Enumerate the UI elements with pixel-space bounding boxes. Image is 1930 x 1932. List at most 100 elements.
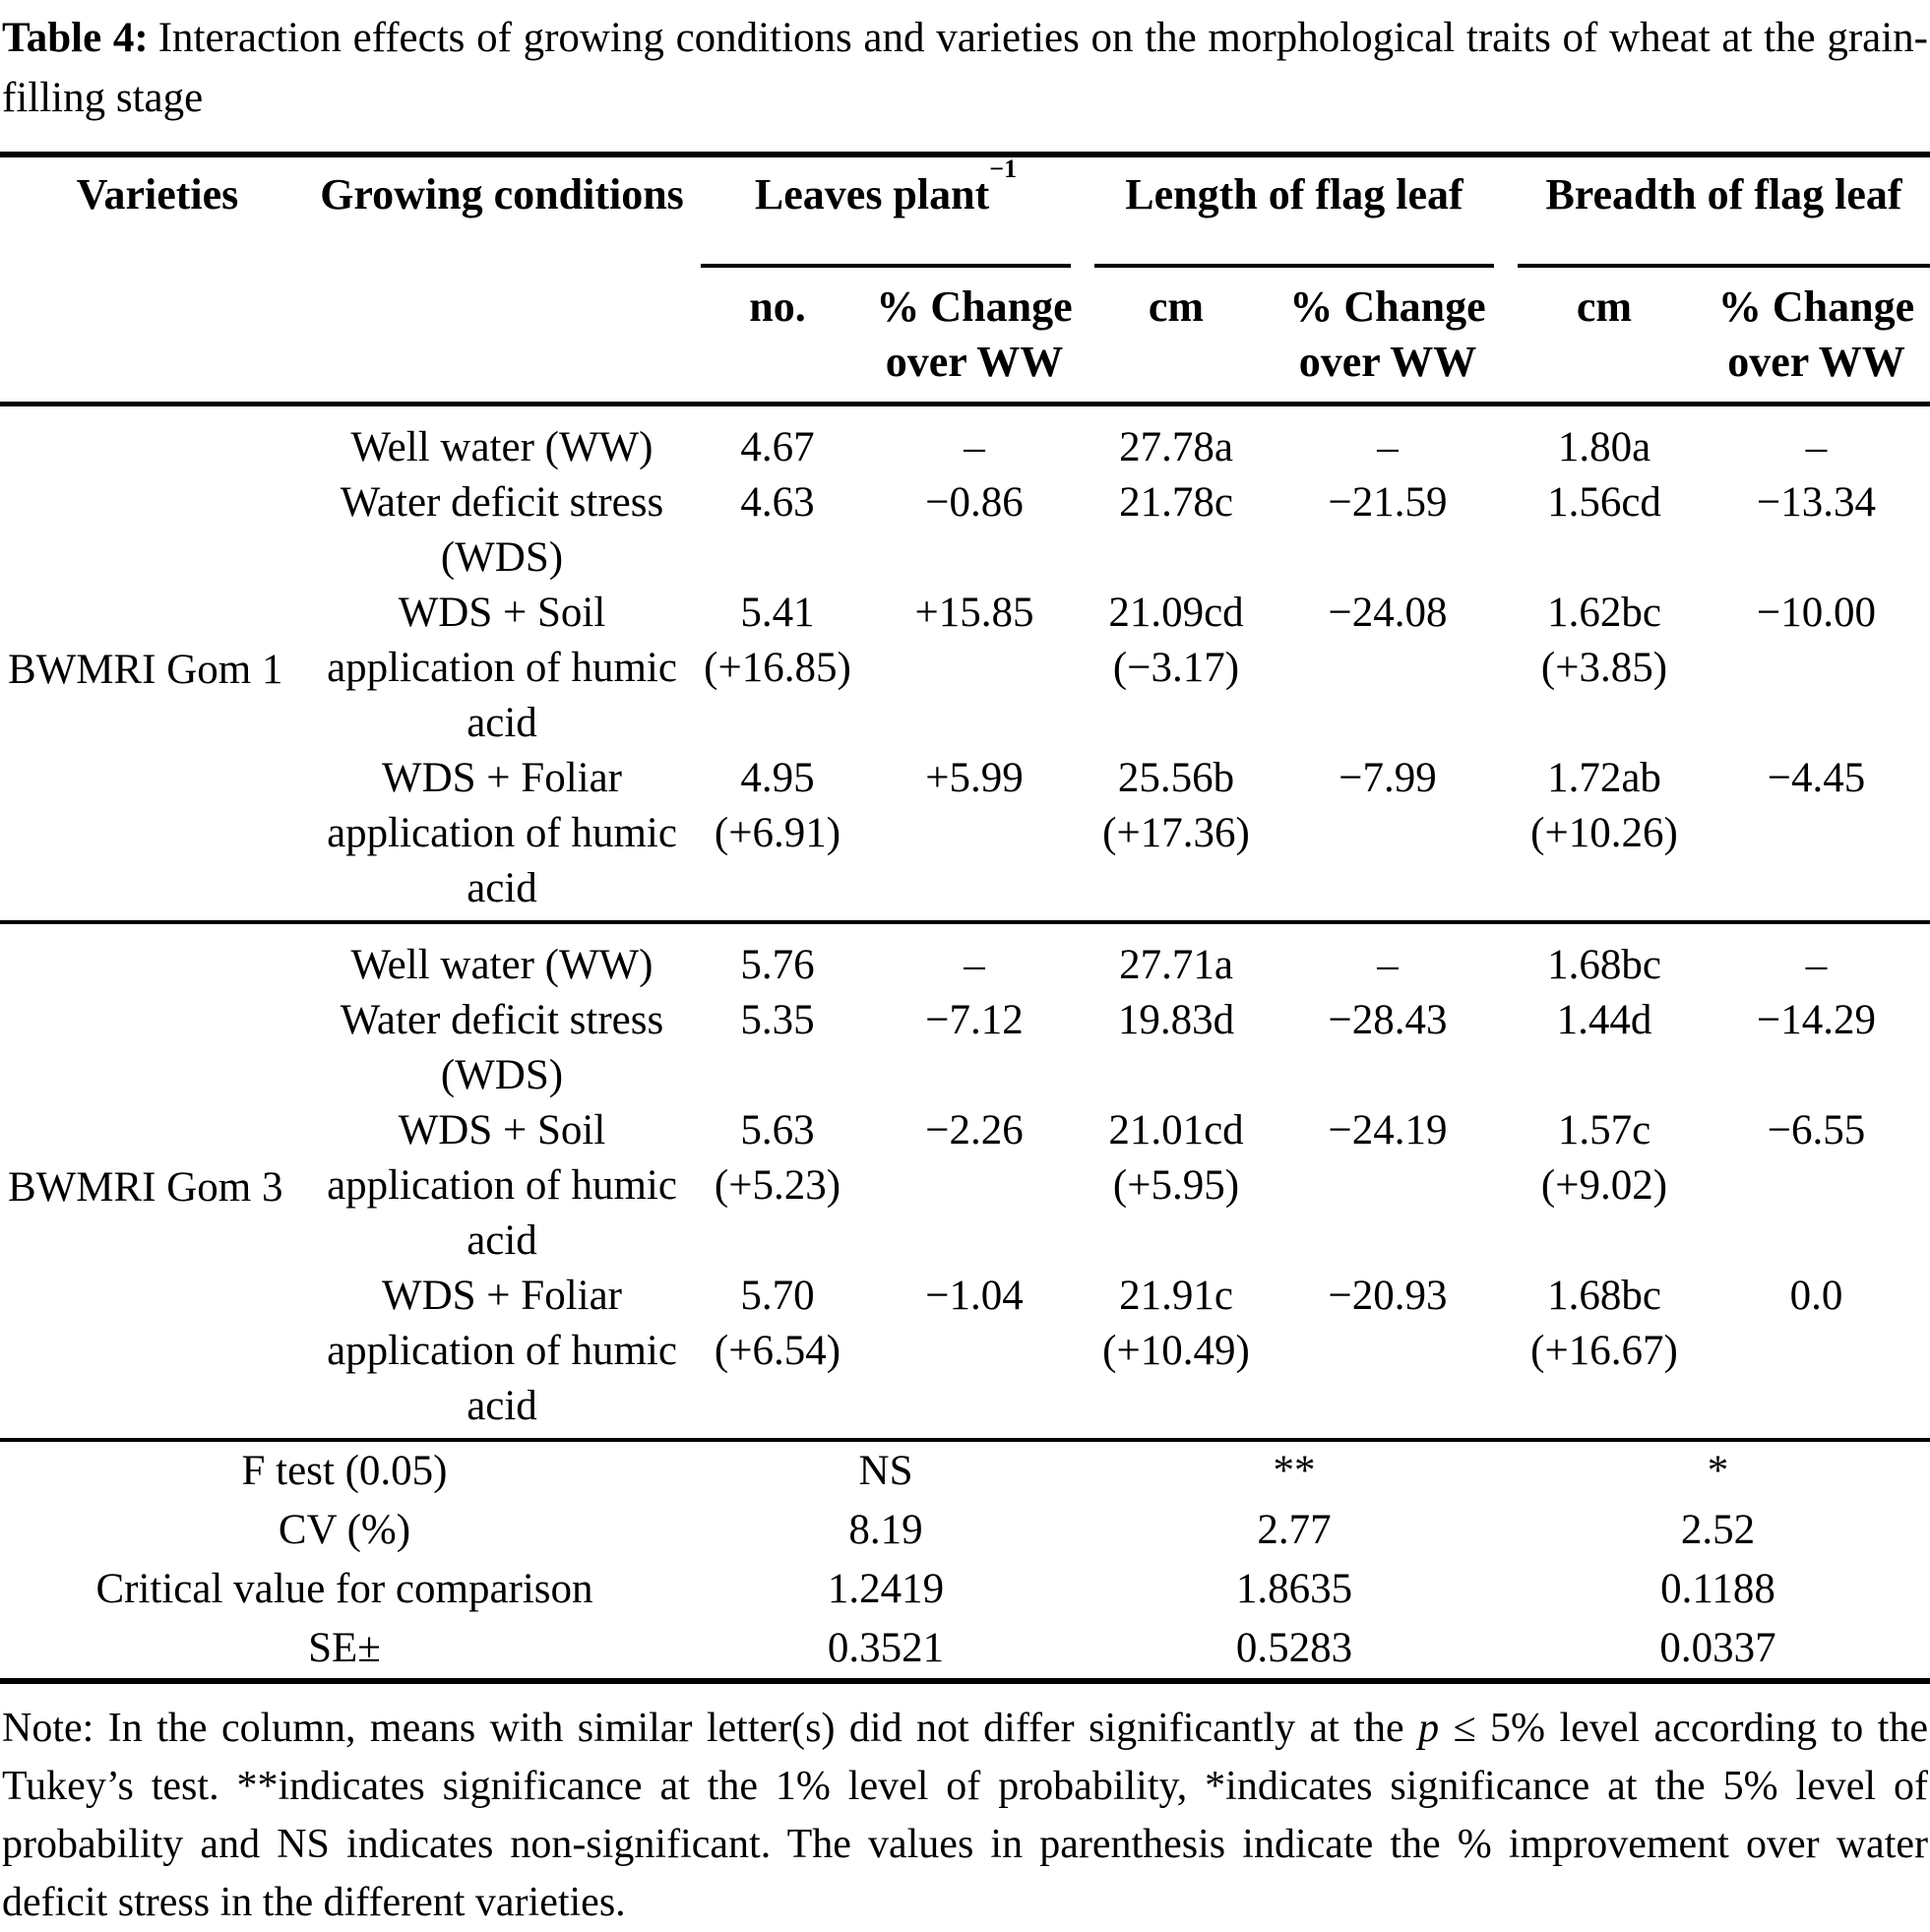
- value-cell: −21.59: [1328, 479, 1448, 526]
- condition-cell: WDS + Soil application of humic acid: [327, 1107, 677, 1264]
- results-table: Varieties Growing conditions Leaves plan…: [0, 152, 1930, 1684]
- table-note: Note: In the column, means with similar …: [0, 1700, 1930, 1932]
- group-label: Breadth of flag leaf: [1545, 170, 1902, 218]
- value-cell: −1.04: [925, 1273, 1024, 1319]
- value-cell: 19.83d: [1117, 997, 1235, 1043]
- value-cell: −28.43: [1328, 997, 1448, 1043]
- condition-cell: Water deficit stress (WDS): [340, 997, 664, 1098]
- value-cell: 4.63: [740, 479, 815, 526]
- variety-cell: BWMRI Gom 3: [8, 1164, 283, 1211]
- note-text-prefix: Note: In the column, means with similar …: [2, 1706, 1419, 1751]
- value-cell: 1.44d: [1556, 997, 1652, 1043]
- header-subcol-row: no. % Change over WW cm % Change over WW…: [0, 268, 1930, 405]
- table-statistics-footer: F test (0.05) NS ** * CV (%) 8.19 2.77 2…: [0, 1440, 1930, 1681]
- value-cell: 1.56cd: [1547, 479, 1661, 526]
- footer-label: CV (%): [278, 1507, 411, 1553]
- value-cell: −10.00: [1757, 590, 1877, 636]
- group-label: Leaves plant: [754, 170, 990, 218]
- value-cell: –: [964, 942, 985, 988]
- table-caption-text: Interaction effects of growing condition…: [2, 15, 1928, 121]
- table-header: Varieties Growing conditions Leaves plan…: [0, 155, 1930, 405]
- value-cell: –: [1805, 942, 1828, 988]
- value-cell: 21.91c (+10.49): [1102, 1273, 1250, 1374]
- condition-cell: WDS + Soil application of humic acid: [327, 590, 677, 746]
- value-cell: –: [1377, 424, 1399, 470]
- table-caption: Table 4: Interaction effects of growing c…: [0, 0, 1930, 128]
- value-cell: −24.08: [1328, 590, 1448, 636]
- value-cell: 1.68bc: [1547, 942, 1661, 988]
- value-cell: −0.86: [925, 479, 1024, 526]
- value-cell: 4.67: [740, 424, 815, 470]
- value-cell: −6.55: [1767, 1107, 1866, 1153]
- table-caption-label: Table 4:: [2, 15, 149, 61]
- note-text-suffix: ≤ 5% level according to the Tukey’s test…: [2, 1706, 1928, 1925]
- table-row: WDS + Soil application of humic acid 5.6…: [0, 1103, 1930, 1269]
- col-group-breadth-flag-leaf-label: Breadth of flag leaf: [1518, 157, 1930, 268]
- footer-label: Critical value for comparison: [95, 1566, 593, 1612]
- value-cell: +5.99: [925, 755, 1024, 801]
- value-cell: 0.0: [1789, 1273, 1843, 1319]
- footer-row-critical-value: Critical value for comparison 1.2419 1.8…: [0, 1560, 1930, 1619]
- value-cell: 1.57c (+9.02): [1540, 1107, 1668, 1209]
- value-cell: −7.99: [1339, 755, 1437, 801]
- value-cell: 5.35: [740, 997, 815, 1043]
- condition-cell: WDS + Foliar application of humic acid: [327, 755, 677, 911]
- footer-value: 1.2419: [827, 1566, 945, 1612]
- footer-value: 0.0337: [1659, 1625, 1776, 1671]
- table-row: BWMRI Gom 3 Well water (WW) 5.76 – 27.71…: [0, 922, 1930, 1211]
- footer-value: *: [1707, 1448, 1729, 1494]
- value-cell: −20.93: [1328, 1273, 1448, 1319]
- value-cell: 27.78a: [1119, 424, 1233, 470]
- subcol-change-breadth: % Change over WW: [1717, 282, 1915, 386]
- value-cell: 21.01cd (+5.95): [1108, 1107, 1244, 1209]
- value-cell: 5.70 (+6.54): [714, 1273, 841, 1374]
- footer-row-se: SE± 0.3521 0.5283 0.0337: [0, 1619, 1930, 1681]
- col-header-varieties: Varieties: [76, 170, 239, 218]
- value-cell: 1.62bc (+3.85): [1540, 590, 1668, 691]
- value-cell: 1.68bc (+16.67): [1530, 1273, 1678, 1374]
- value-cell: 25.56b (+17.36): [1102, 755, 1250, 856]
- block-bwmri-gom-3: BWMRI Gom 3 Well water (WW) 5.76 – 27.71…: [0, 922, 1930, 1440]
- value-cell: −2.26: [925, 1107, 1024, 1153]
- footer-value: **: [1273, 1448, 1316, 1494]
- value-cell: 21.09cd (−3.17): [1108, 590, 1244, 691]
- table-row: WDS + Soil application of humic acid 5.4…: [0, 586, 1930, 751]
- footer-value: 1.8635: [1235, 1566, 1353, 1612]
- group-label: Length of flag leaf: [1125, 170, 1463, 218]
- value-cell: –: [1377, 942, 1399, 988]
- value-cell: −24.19: [1328, 1107, 1448, 1153]
- table-row: Water deficit stress (WDS) 5.35 −7.12 19…: [0, 993, 1930, 1103]
- note-italic-p: p: [1418, 1706, 1440, 1751]
- subcol-cm-breadth: cm: [1576, 282, 1633, 331]
- footer-value: NS: [858, 1448, 913, 1494]
- footer-label: SE±: [308, 1625, 381, 1671]
- variety-cell: BWMRI Gom 1: [8, 647, 283, 693]
- table-row: WDS + Foliar application of humic acid 5…: [0, 1269, 1930, 1440]
- value-cell: 5.41 (+16.85): [704, 590, 851, 691]
- footer-row-cv: CV (%) 8.19 2.77 2.52: [0, 1501, 1930, 1560]
- value-cell: 4.95 (+6.91): [714, 755, 841, 856]
- value-cell: −4.45: [1767, 755, 1866, 801]
- subcol-change-leaves: % Change over WW: [876, 282, 1073, 386]
- value-cell: 1.72ab (+10.26): [1530, 755, 1678, 856]
- condition-cell: Well water (WW): [350, 942, 654, 988]
- col-group-leaves-plant: Leaves plant −1: [689, 155, 1083, 268]
- footer-label: F test (0.05): [241, 1448, 448, 1494]
- value-cell: 5.76: [740, 942, 815, 988]
- condition-cell: Well water (WW): [350, 424, 654, 470]
- value-cell: 5.63 (+5.23): [714, 1107, 841, 1209]
- footer-value: 8.19: [848, 1507, 923, 1553]
- table-row: BWMRI Gom 1 Well water (WW) 4.67 – 27.78…: [0, 405, 1930, 693]
- footer-value: 0.1188: [1660, 1566, 1775, 1612]
- col-header-growing-conditions: Growing conditions: [320, 170, 684, 218]
- table-row: WDS + Foliar application of humic acid 4…: [0, 751, 1930, 922]
- col-group-length-flag-leaf-label: Length of flag leaf: [1094, 157, 1494, 268]
- footer-value: 2.77: [1257, 1507, 1332, 1553]
- value-cell: +15.85: [914, 590, 1034, 636]
- footer-value: 0.5283: [1235, 1625, 1353, 1671]
- condition-cell: Water deficit stress (WDS): [340, 479, 664, 581]
- value-cell: 1.80a: [1557, 424, 1651, 470]
- footer-value: 0.3521: [827, 1625, 945, 1671]
- value-cell: −13.34: [1757, 479, 1877, 526]
- value-cell: 21.78c: [1119, 479, 1233, 526]
